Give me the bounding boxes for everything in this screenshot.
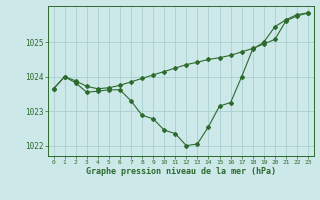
X-axis label: Graphe pression niveau de la mer (hPa): Graphe pression niveau de la mer (hPa) (86, 167, 276, 176)
